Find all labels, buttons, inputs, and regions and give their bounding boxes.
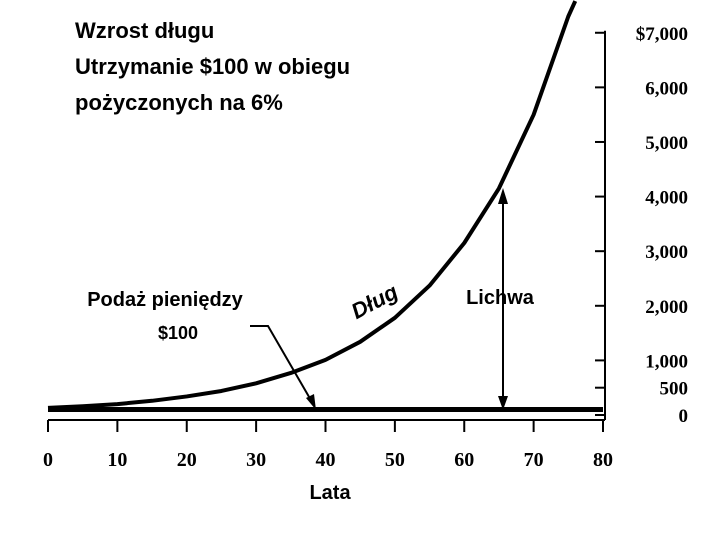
y-tick-label: 2,000 (645, 297, 688, 318)
chart-title: pożyczonych na 6% (75, 90, 283, 115)
x-tick-label: 70 (524, 449, 544, 471)
y-tick-label: 0 (679, 406, 689, 427)
x-tick-label: 50 (385, 449, 405, 471)
chart-title: Wzrost długu (75, 18, 214, 43)
series-line (47, 0, 578, 410)
y-tick-label: 3,000 (645, 242, 688, 263)
x-tick-label: 60 (454, 449, 474, 471)
arrow-head (306, 394, 316, 410)
chart-title: Utrzymanie $100 w obiegu (75, 54, 350, 79)
annotation: $100 (158, 323, 198, 343)
x-axis-label: Lata (309, 482, 351, 504)
y-tick-label: 500 (660, 379, 689, 400)
pointer-arrow (250, 325, 313, 403)
x-tick-label: 0 (43, 449, 53, 471)
annotation: Lichwa (466, 287, 535, 309)
x-tick-label: 10 (107, 449, 127, 471)
arrow-head (498, 188, 508, 204)
series-label: Podaż pieniędzy (87, 289, 243, 311)
x-tick-label: 30 (246, 449, 266, 471)
arrow-head (498, 396, 508, 410)
y-tick-label: 5,000 (645, 133, 688, 154)
x-tick-label: 20 (177, 449, 197, 471)
x-tick-label: 40 (316, 449, 336, 471)
y-tick-label: 1,000 (645, 351, 688, 372)
y-tick-label: 6,000 (645, 78, 688, 99)
y-tick-label: 4,000 (645, 188, 688, 209)
x-tick-label: 80 (593, 449, 613, 471)
y-tick-label: $7,000 (636, 24, 688, 45)
